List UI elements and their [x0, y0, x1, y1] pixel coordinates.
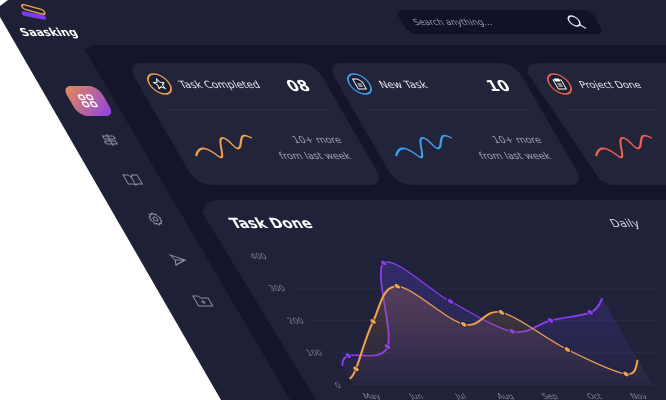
y-tick-label: 100	[304, 349, 325, 358]
clipboard-icon	[552, 78, 568, 90]
card-new-task[interactable]: New Task 10 10+ more from last week	[326, 63, 584, 185]
sparkline	[595, 134, 652, 159]
card-icon-wrap	[147, 73, 172, 95]
y-tick-label: 0	[333, 382, 343, 391]
sidebar-item-dashboard[interactable]	[62, 86, 115, 116]
data-point	[352, 365, 360, 373]
gear-icon	[148, 212, 163, 226]
card-title: New Task	[376, 79, 430, 91]
book-icon	[122, 174, 144, 186]
folder-plus-icon	[192, 295, 214, 307]
panel-title: Task Done	[226, 215, 316, 232]
signpost-icon	[101, 134, 119, 146]
search-input[interactable]: Search anything...	[395, 10, 605, 34]
data-point	[563, 346, 571, 353]
x-tick-label: Oct	[585, 393, 605, 400]
card-sub-line: 10+ more	[290, 135, 344, 146]
sparkline	[395, 134, 452, 159]
data-point	[380, 259, 388, 267]
period-dropdown[interactable]: Daily	[607, 217, 642, 230]
brand-name: Saasking	[17, 26, 81, 39]
card-task-completed[interactable]: Task Completed 08 10+ more from last wee…	[126, 63, 384, 185]
data-point	[497, 309, 506, 316]
star-icon	[152, 77, 167, 90]
x-tick-label: Jul	[453, 393, 469, 400]
x-tick-label: Jun	[407, 393, 426, 400]
x-tick-label: Nov	[629, 393, 650, 400]
grid-icon	[77, 94, 98, 108]
card-sub-line: from last week	[477, 151, 554, 162]
x-tick-label: Sep	[540, 393, 560, 400]
y-tick-label: 400	[249, 253, 270, 262]
sidebar-item-roadmap[interactable]	[100, 134, 120, 146]
search-icon[interactable]	[566, 15, 587, 29]
sidebar-item-settings[interactable]	[147, 212, 165, 226]
card-title: Project Done	[577, 80, 644, 91]
data-point	[622, 370, 630, 378]
data-point	[446, 298, 455, 305]
task-done-chart: Task Done Daily 400 300 200 100 0 May Jun Jul Au…	[226, 215, 661, 400]
sidebar-item-docs[interactable]	[122, 174, 144, 186]
card-value: 10	[483, 77, 514, 95]
data-point	[393, 283, 401, 290]
search-placeholder: Search anything...	[411, 18, 494, 28]
data-point	[344, 352, 353, 359]
sidebar-item-messages[interactable]	[168, 253, 188, 267]
card-value: 08	[283, 77, 314, 95]
logo-icon	[21, 3, 47, 20]
y-tick-label: 200	[286, 317, 307, 326]
series-area	[349, 286, 653, 385]
sparkline	[195, 134, 252, 159]
card-project-done-content: Project Done	[547, 73, 654, 159]
card-sub-line: 10+ more	[490, 135, 544, 146]
document-icon	[351, 78, 368, 90]
data-point	[369, 318, 377, 325]
y-tick-label: 300	[267, 285, 288, 294]
x-tick-label: May	[361, 393, 383, 400]
send-icon	[168, 253, 187, 267]
x-tick-label: Aug	[495, 393, 516, 400]
card-sub-line: from last week	[277, 151, 354, 162]
sidebar-item-new-folder[interactable]	[192, 295, 214, 307]
data-point	[460, 321, 468, 328]
data-point	[586, 309, 595, 316]
data-point	[546, 317, 555, 324]
card-title: Task Completed	[176, 79, 263, 91]
